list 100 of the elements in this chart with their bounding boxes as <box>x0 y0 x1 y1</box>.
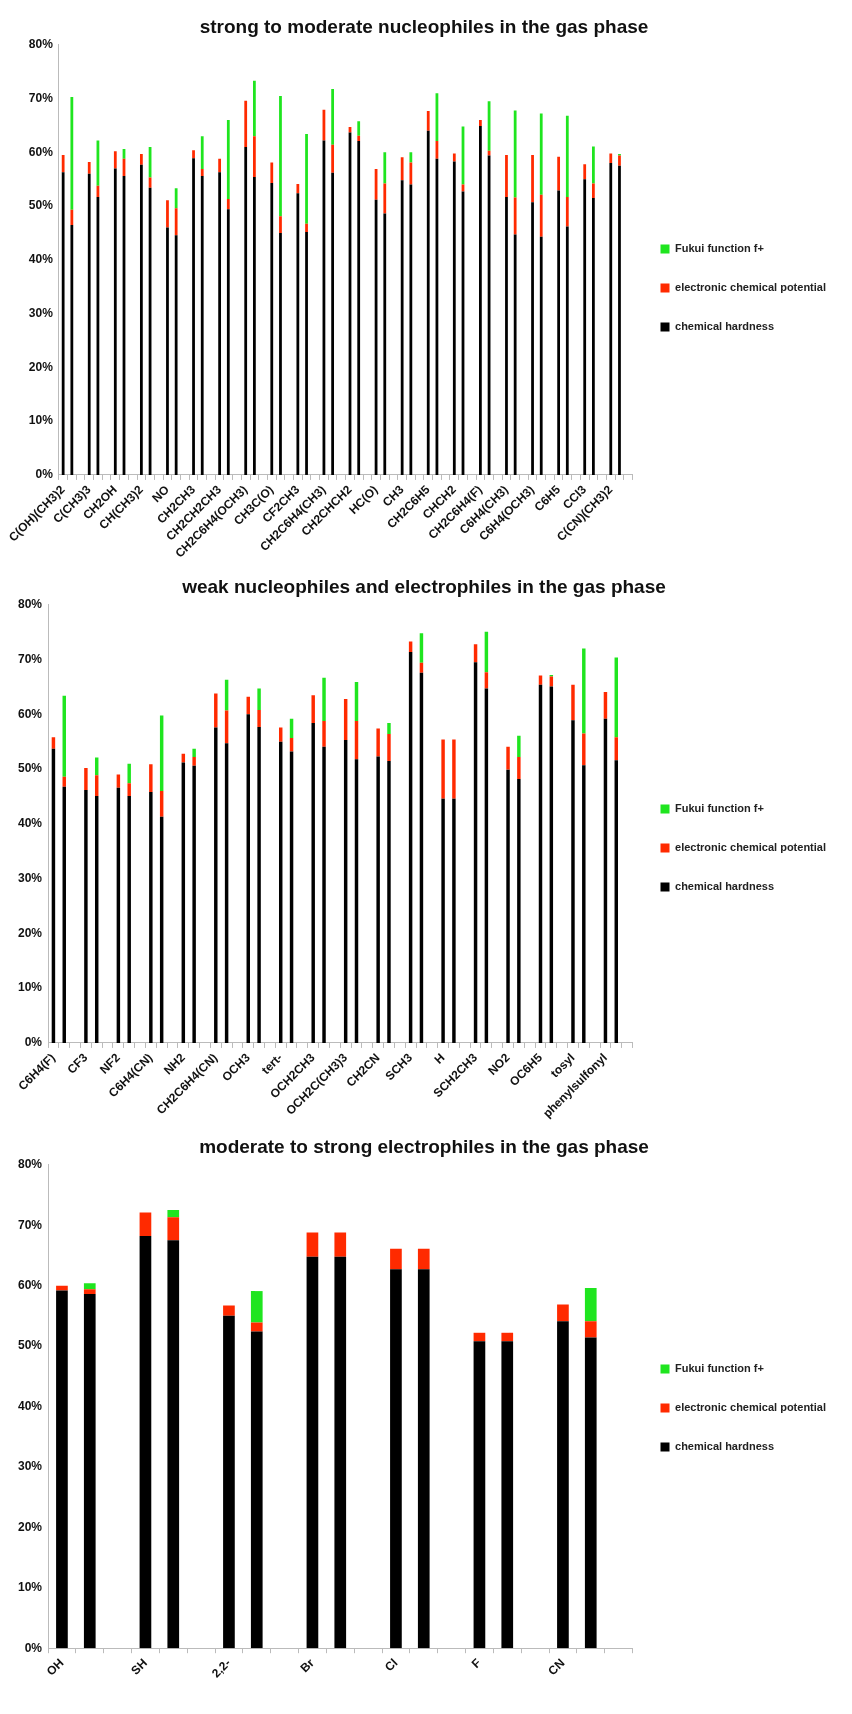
bar <box>409 184 413 475</box>
bar <box>383 183 387 214</box>
bar <box>70 209 74 225</box>
bar <box>200 136 204 169</box>
bar <box>479 120 482 126</box>
bar <box>83 1289 96 1295</box>
bar <box>87 173 91 475</box>
y-tick-label: 70% <box>17 1217 43 1232</box>
bar <box>322 677 326 721</box>
legend-label: electronic chemical potential <box>675 841 827 854</box>
bar <box>279 727 283 742</box>
bar <box>609 163 613 475</box>
bar <box>174 208 178 236</box>
bar <box>357 121 361 136</box>
bar <box>582 765 586 1043</box>
bar <box>452 739 456 799</box>
bar <box>192 765 196 1043</box>
bar <box>83 1283 96 1290</box>
bar <box>473 1341 486 1649</box>
bar <box>244 100 248 147</box>
bar <box>166 200 169 228</box>
bar <box>257 709 261 727</box>
bar <box>505 155 508 197</box>
legend-label: chemical hardness <box>675 320 775 333</box>
bar <box>87 162 91 174</box>
bar <box>506 746 510 770</box>
y-tick-label: 50% <box>28 198 54 213</box>
y-tick-label: 50% <box>17 1338 43 1353</box>
bar <box>174 188 178 209</box>
bar <box>218 172 222 475</box>
bar <box>376 728 380 757</box>
bar <box>167 1240 180 1649</box>
bar <box>167 1210 180 1218</box>
bar <box>417 1269 430 1649</box>
bar <box>592 183 595 199</box>
y-tick-label: 40% <box>28 252 54 267</box>
bar <box>390 1248 402 1270</box>
bar <box>539 236 543 475</box>
bar <box>192 150 195 159</box>
bar <box>517 735 521 758</box>
legend-label: Fukui function f+ <box>675 1362 764 1375</box>
bar <box>387 734 391 761</box>
bar <box>409 162 413 185</box>
bar <box>140 153 143 165</box>
bar <box>311 723 315 1043</box>
bar <box>441 798 445 1043</box>
bar <box>139 1236 152 1649</box>
bar <box>253 136 256 178</box>
bar <box>334 1256 347 1649</box>
y-tick-label: 70% <box>28 90 54 105</box>
y-tick-label: 30% <box>17 1459 43 1474</box>
bar <box>149 792 153 1043</box>
bar <box>583 164 587 180</box>
legend-label: chemical hardness <box>675 1440 775 1453</box>
y-tick-label: 40% <box>17 816 43 831</box>
bar <box>592 146 595 184</box>
bar <box>223 1315 235 1649</box>
bar <box>192 748 196 758</box>
bar <box>383 152 387 184</box>
bar <box>331 172 335 475</box>
bar <box>383 213 387 475</box>
chart-title: moderate to strong electrophiles in the gas phase <box>199 1135 649 1157</box>
bar <box>513 234 517 475</box>
y-tick-label: 10% <box>17 980 43 995</box>
bar <box>223 1305 235 1316</box>
y-tick-label: 60% <box>17 1277 43 1292</box>
bar <box>539 194 543 237</box>
y-tick-label: 20% <box>17 925 43 940</box>
bar <box>250 1322 263 1332</box>
chart-title: weak nucleophiles and electrophiles in the gas phase <box>181 575 666 597</box>
bar <box>441 739 445 799</box>
legend-label: electronic chemical potential <box>675 1401 827 1414</box>
bar <box>305 223 308 232</box>
bar <box>513 197 517 235</box>
bar <box>417 1248 430 1270</box>
bar <box>452 161 456 475</box>
bar <box>408 641 413 652</box>
bar <box>557 190 561 475</box>
bar <box>331 88 335 145</box>
bar <box>192 757 196 766</box>
bar <box>226 209 230 475</box>
bar <box>166 227 169 475</box>
bar <box>582 648 586 734</box>
bar <box>253 177 256 475</box>
bar <box>305 231 308 475</box>
y-tick-label: 70% <box>17 651 43 666</box>
y-tick-label: 50% <box>17 761 43 776</box>
y-tick-label: 80% <box>28 37 54 52</box>
bar <box>501 1332 514 1342</box>
y-tick-label: 10% <box>28 413 54 428</box>
bar <box>387 723 391 735</box>
bar <box>244 146 248 475</box>
y-tick-label: 60% <box>17 706 43 721</box>
bar <box>181 753 186 763</box>
x-tick-label: OH <box>43 1655 67 1679</box>
bar <box>226 120 230 200</box>
bar <box>557 1321 569 1649</box>
bar <box>565 196 569 227</box>
bar <box>70 224 74 475</box>
bar <box>539 113 543 195</box>
